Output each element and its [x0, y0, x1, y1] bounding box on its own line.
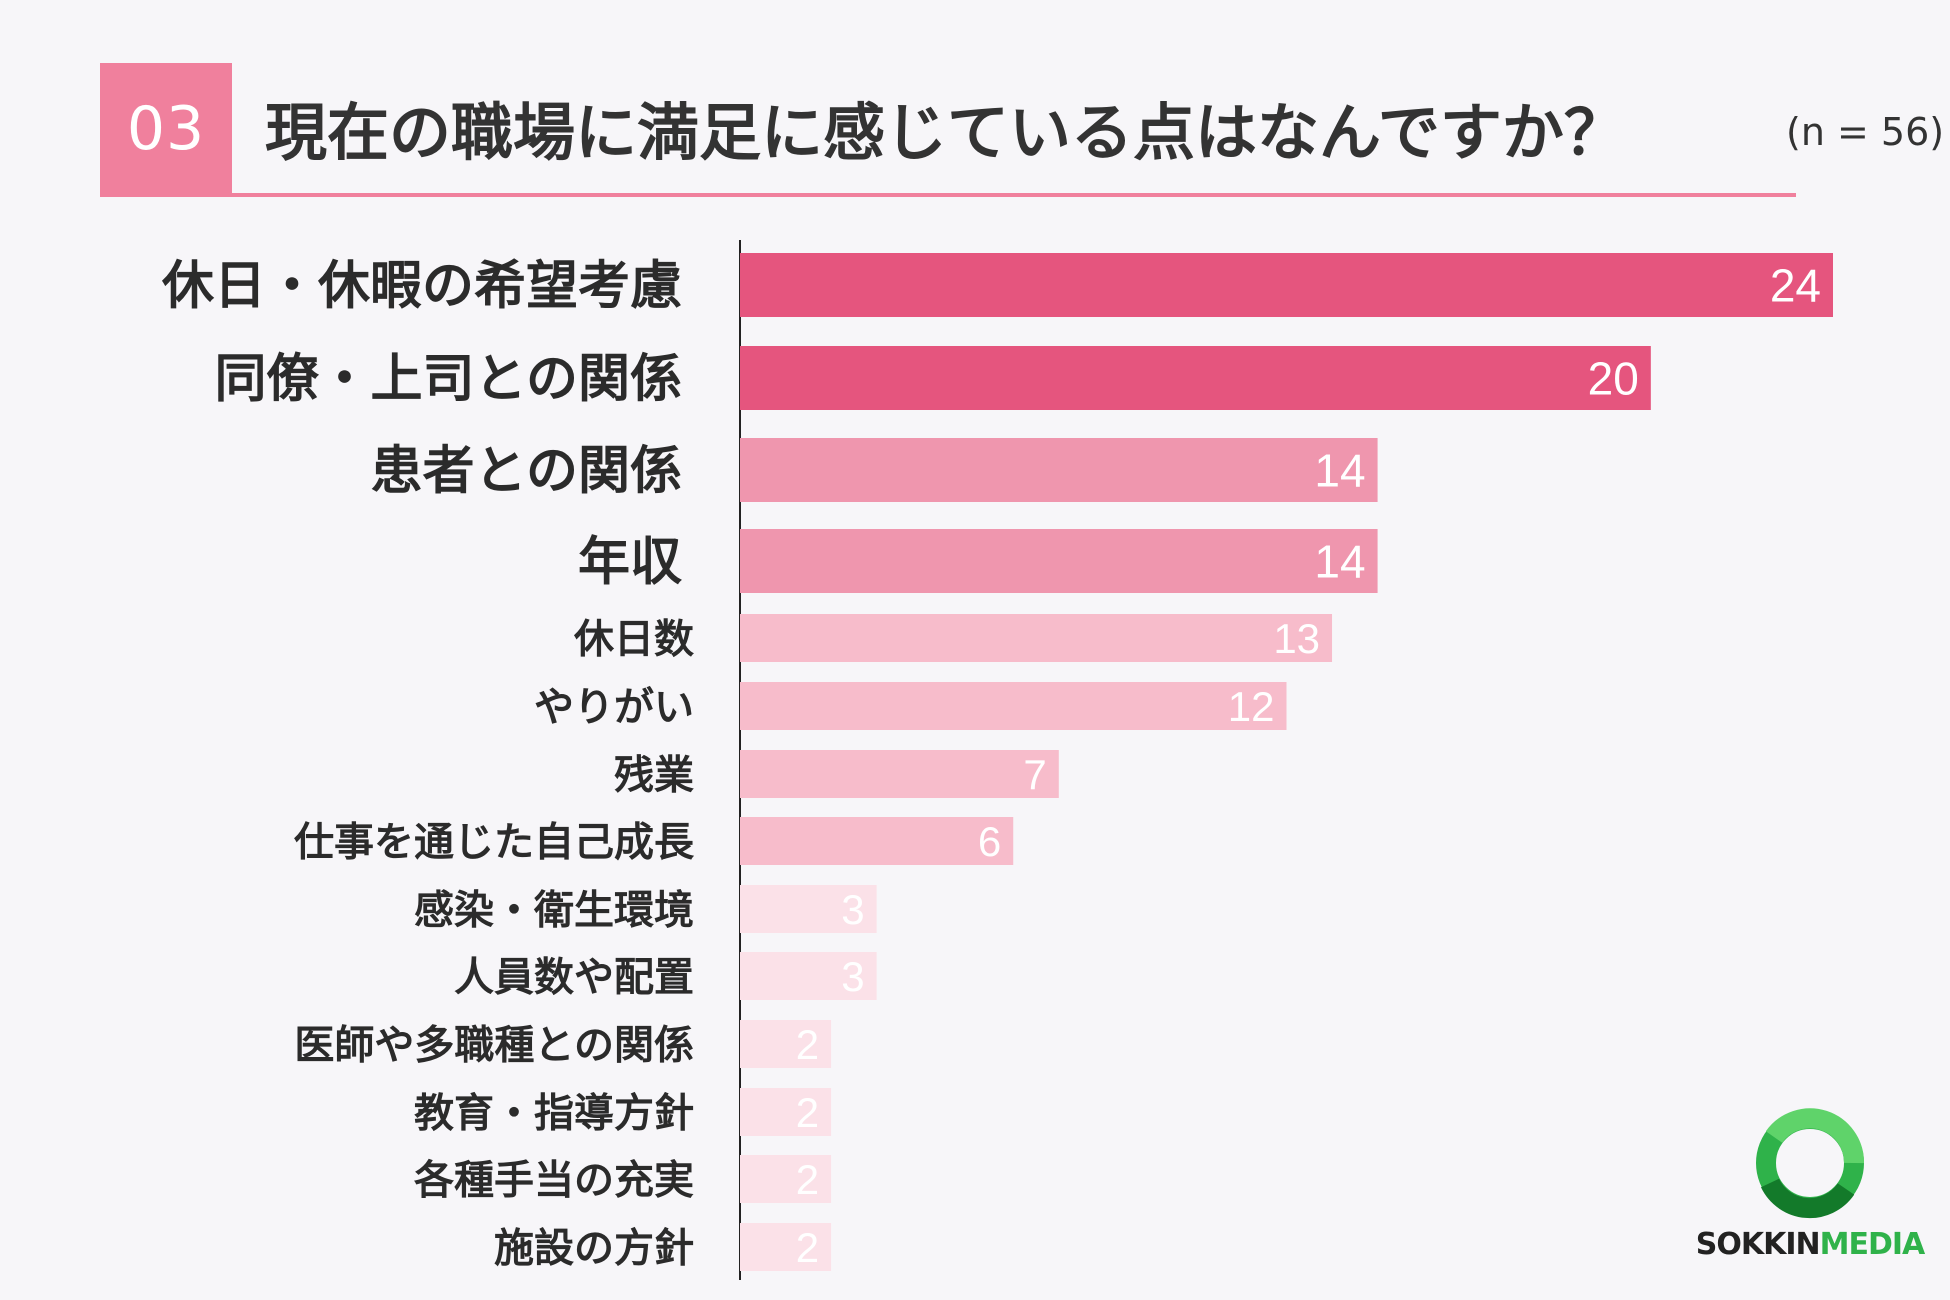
data-label: 2: [796, 1224, 819, 1271]
data-label: 14: [1314, 536, 1365, 588]
category-label: 残業: [614, 752, 694, 798]
logo-text-sokkin: SOKKIN: [1695, 1227, 1821, 1262]
data-label: 12: [1228, 683, 1275, 730]
data-label: 3: [841, 953, 864, 1000]
bar: [740, 1020, 832, 1068]
data-label: 14: [1314, 445, 1365, 497]
data-label: 2: [796, 1089, 819, 1136]
chart-title: 現在の職場に満足に感じている点はなんですか？: [265, 96, 1626, 169]
bar: [740, 1155, 832, 1203]
category-label: 年収: [578, 533, 682, 593]
bar: [740, 885, 877, 933]
category-label: やりがい: [534, 684, 694, 730]
logo-wordmark: SOKKINMEDIA: [1690, 1227, 1930, 1262]
bar: [740, 253, 1833, 317]
section-number-badge: 03: [100, 63, 232, 195]
data-label: 7: [1023, 751, 1046, 798]
bar: [740, 529, 1378, 593]
bar: [740, 750, 1059, 798]
category-label: 教育・指導方針: [414, 1090, 694, 1136]
bar: [740, 1223, 832, 1271]
category-label: 仕事を通じた自己成長: [294, 819, 695, 865]
bar: [740, 1088, 832, 1136]
sample-size-label: (n = 56): [1786, 110, 1945, 154]
ring-logo-icon: [1756, 1108, 1865, 1219]
data-label: 2: [796, 1021, 819, 1068]
bar: [740, 346, 1651, 410]
bar: [740, 952, 877, 1000]
data-label: 20: [1588, 353, 1639, 405]
category-label: 患者との関係: [371, 442, 682, 502]
bar: [740, 817, 1014, 865]
data-label: 2: [796, 1156, 819, 1203]
chart-header: 03 現在の職場に満足に感じている点はなんですか？ (n = 56): [0, 0, 1950, 210]
category-label: 各種手当の充実: [414, 1157, 694, 1203]
category-label: 人員数や配置: [454, 954, 694, 1000]
bar: [740, 438, 1378, 502]
sokkin-media-logo: SOKKINMEDIA: [1690, 1105, 1930, 1275]
data-label: 3: [841, 886, 864, 933]
category-label: 休日・休暇の希望考慮: [161, 257, 682, 317]
category-label: 休日数: [573, 616, 694, 662]
data-label: 24: [1770, 260, 1821, 312]
data-label: 6: [978, 818, 1001, 865]
category-label: 同僚・上司との関係: [215, 350, 682, 410]
category-label: 施設の方針: [494, 1225, 694, 1271]
title-underline: [100, 193, 1796, 197]
category-label: 医師や多職種との関係: [294, 1022, 694, 1068]
logo-text-media: MEDIA: [1819, 1227, 1926, 1262]
bar: [740, 682, 1287, 730]
data-label: 13: [1273, 615, 1320, 662]
bar: [740, 614, 1333, 662]
category-label: 感染・衛生環境: [414, 887, 694, 933]
